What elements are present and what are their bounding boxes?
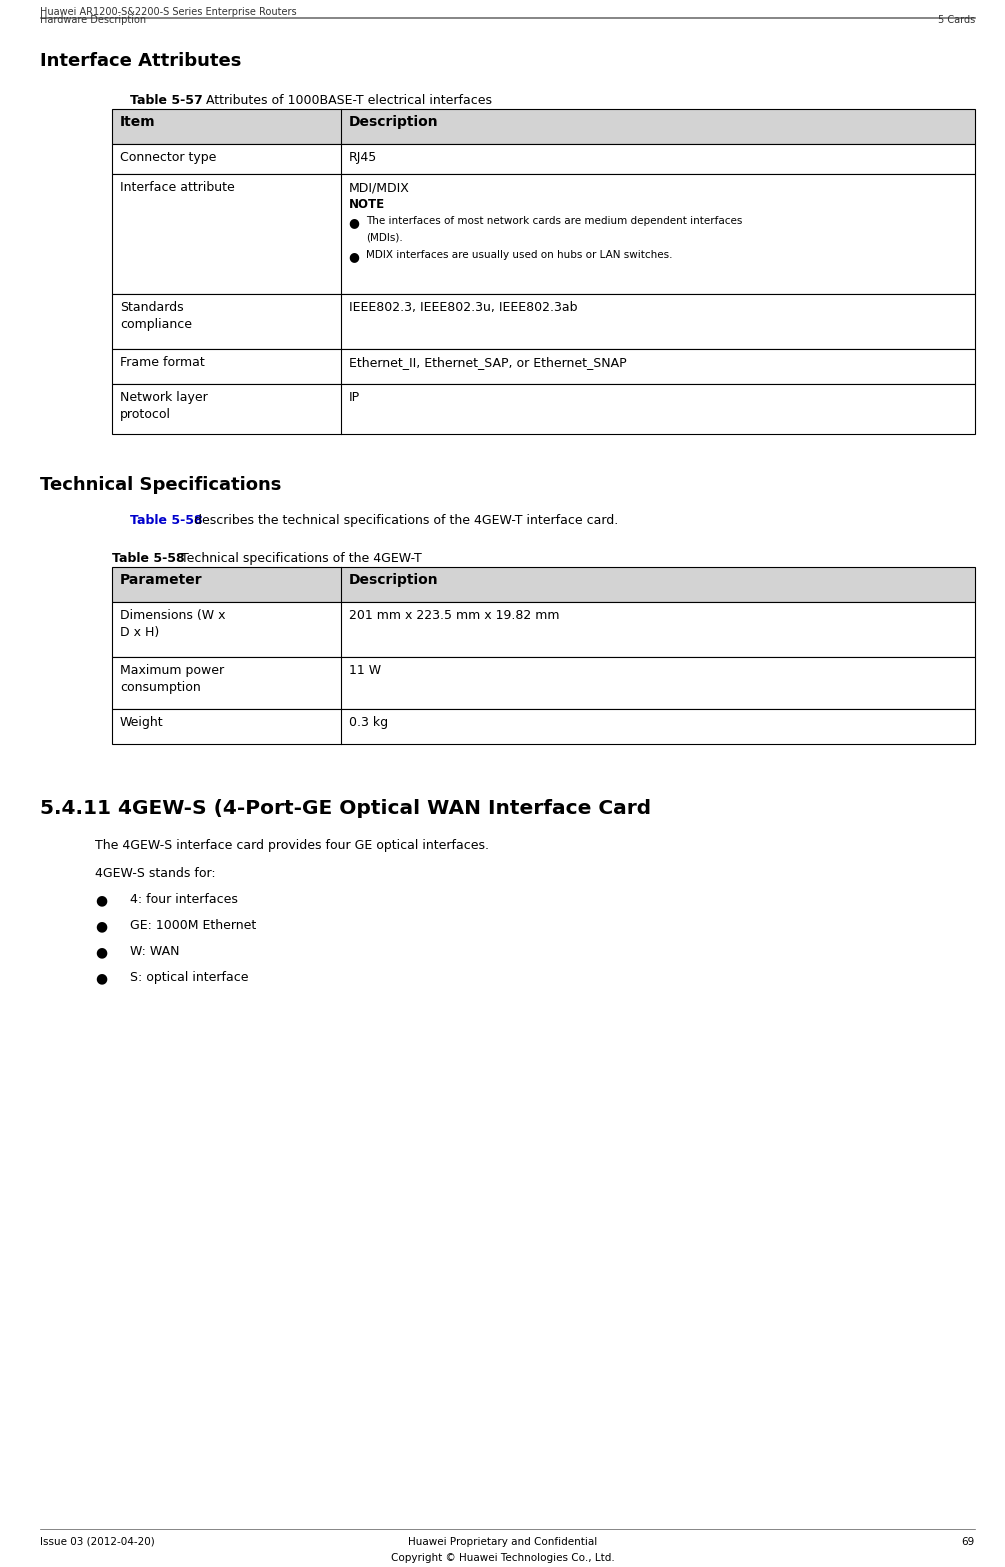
Bar (112, 349, 975, 384)
Text: S: optical interface: S: optical interface (130, 972, 248, 984)
Bar (112, 384, 975, 434)
Text: NOTE: NOTE (349, 197, 385, 212)
Text: Description: Description (349, 574, 438, 588)
Text: ●: ● (95, 918, 108, 932)
Text: ●: ● (95, 972, 108, 986)
Text: W: WAN: W: WAN (130, 945, 180, 957)
Text: GE: 1000M Ethernet: GE: 1000M Ethernet (130, 918, 256, 932)
Text: 5.4.11 4GEW-S (4-Port-GE Optical WAN Interface Card: 5.4.11 4GEW-S (4-Port-GE Optical WAN Int… (40, 799, 651, 818)
Text: 11 W: 11 W (349, 664, 381, 677)
Text: Hardware Description: Hardware Description (40, 16, 146, 25)
Text: ●: ● (349, 251, 360, 263)
Text: Technical Specifications: Technical Specifications (40, 476, 281, 494)
Text: (MDIs).: (MDIs). (366, 232, 402, 241)
Text: 0.3 kg: 0.3 kg (349, 716, 388, 729)
Text: Ethernet_II, Ethernet_SAP, or Ethernet_SNAP: Ethernet_II, Ethernet_SAP, or Ethernet_S… (349, 356, 626, 368)
Text: MDIX interfaces are usually used on hubs or LAN switches.: MDIX interfaces are usually used on hubs… (366, 251, 672, 260)
Text: Dimensions (W x: Dimensions (W x (120, 610, 225, 622)
Text: Attributes of 1000BASE-T electrical interfaces: Attributes of 1000BASE-T electrical inte… (202, 94, 492, 107)
Text: Table 5-58: Table 5-58 (112, 552, 185, 566)
Text: MDI/MDIX: MDI/MDIX (349, 182, 410, 194)
Text: ●: ● (95, 893, 108, 907)
Text: Technical specifications of the 4GEW-T: Technical specifications of the 4GEW-T (177, 552, 422, 566)
Text: Copyright © Huawei Technologies Co., Ltd.: Copyright © Huawei Technologies Co., Ltd… (391, 1553, 614, 1562)
Text: ●: ● (95, 945, 108, 959)
Text: IEEE802.3, IEEE802.3u, IEEE802.3ab: IEEE802.3, IEEE802.3u, IEEE802.3ab (349, 301, 577, 313)
Text: 5 Cards: 5 Cards (938, 16, 975, 25)
Text: The 4GEW-S interface card provides four GE optical interfaces.: The 4GEW-S interface card provides four … (95, 838, 489, 852)
Text: Connector type: Connector type (120, 150, 216, 165)
Bar (112, 567, 975, 602)
Text: RJ45: RJ45 (349, 150, 377, 165)
Text: Item: Item (120, 114, 156, 128)
Bar (112, 144, 975, 174)
Text: Table 5-58: Table 5-58 (130, 514, 203, 527)
Text: The interfaces of most network cards are medium dependent interfaces: The interfaces of most network cards are… (366, 216, 742, 226)
Bar (112, 174, 975, 295)
Text: Frame format: Frame format (120, 356, 205, 368)
Text: protocol: protocol (120, 407, 171, 422)
Bar (112, 110, 975, 144)
Text: Maximum power: Maximum power (120, 664, 224, 677)
Text: Interface Attributes: Interface Attributes (40, 52, 241, 71)
Text: IP: IP (349, 392, 360, 404)
Text: Huawei AR1200-S&2200-S Series Enterprise Routers: Huawei AR1200-S&2200-S Series Enterprise… (40, 6, 296, 17)
Text: compliance: compliance (120, 318, 192, 331)
Text: 69: 69 (962, 1537, 975, 1547)
Text: Parameter: Parameter (120, 574, 203, 588)
Text: Weight: Weight (120, 716, 164, 729)
Bar (112, 602, 975, 657)
Bar (112, 708, 975, 744)
Text: Huawei Proprietary and Confidential: Huawei Proprietary and Confidential (408, 1537, 597, 1547)
Text: Description: Description (349, 114, 438, 128)
Text: Interface attribute: Interface attribute (120, 182, 235, 194)
Bar (112, 657, 975, 708)
Text: Standards: Standards (120, 301, 184, 313)
Text: D x H): D x H) (120, 625, 159, 639)
Text: Network layer: Network layer (120, 392, 208, 404)
Text: describes the technical specifications of the 4GEW-T interface card.: describes the technical specifications o… (190, 514, 618, 527)
Text: consumption: consumption (120, 682, 201, 694)
Text: 4: four interfaces: 4: four interfaces (130, 893, 238, 906)
Text: Table 5-57: Table 5-57 (130, 94, 203, 107)
Text: Issue 03 (2012-04-20): Issue 03 (2012-04-20) (40, 1537, 155, 1547)
Bar (112, 295, 975, 349)
Text: 4GEW-S stands for:: 4GEW-S stands for: (95, 867, 216, 881)
Text: 201 mm x 223.5 mm x 19.82 mm: 201 mm x 223.5 mm x 19.82 mm (349, 610, 559, 622)
Text: ●: ● (349, 216, 360, 229)
